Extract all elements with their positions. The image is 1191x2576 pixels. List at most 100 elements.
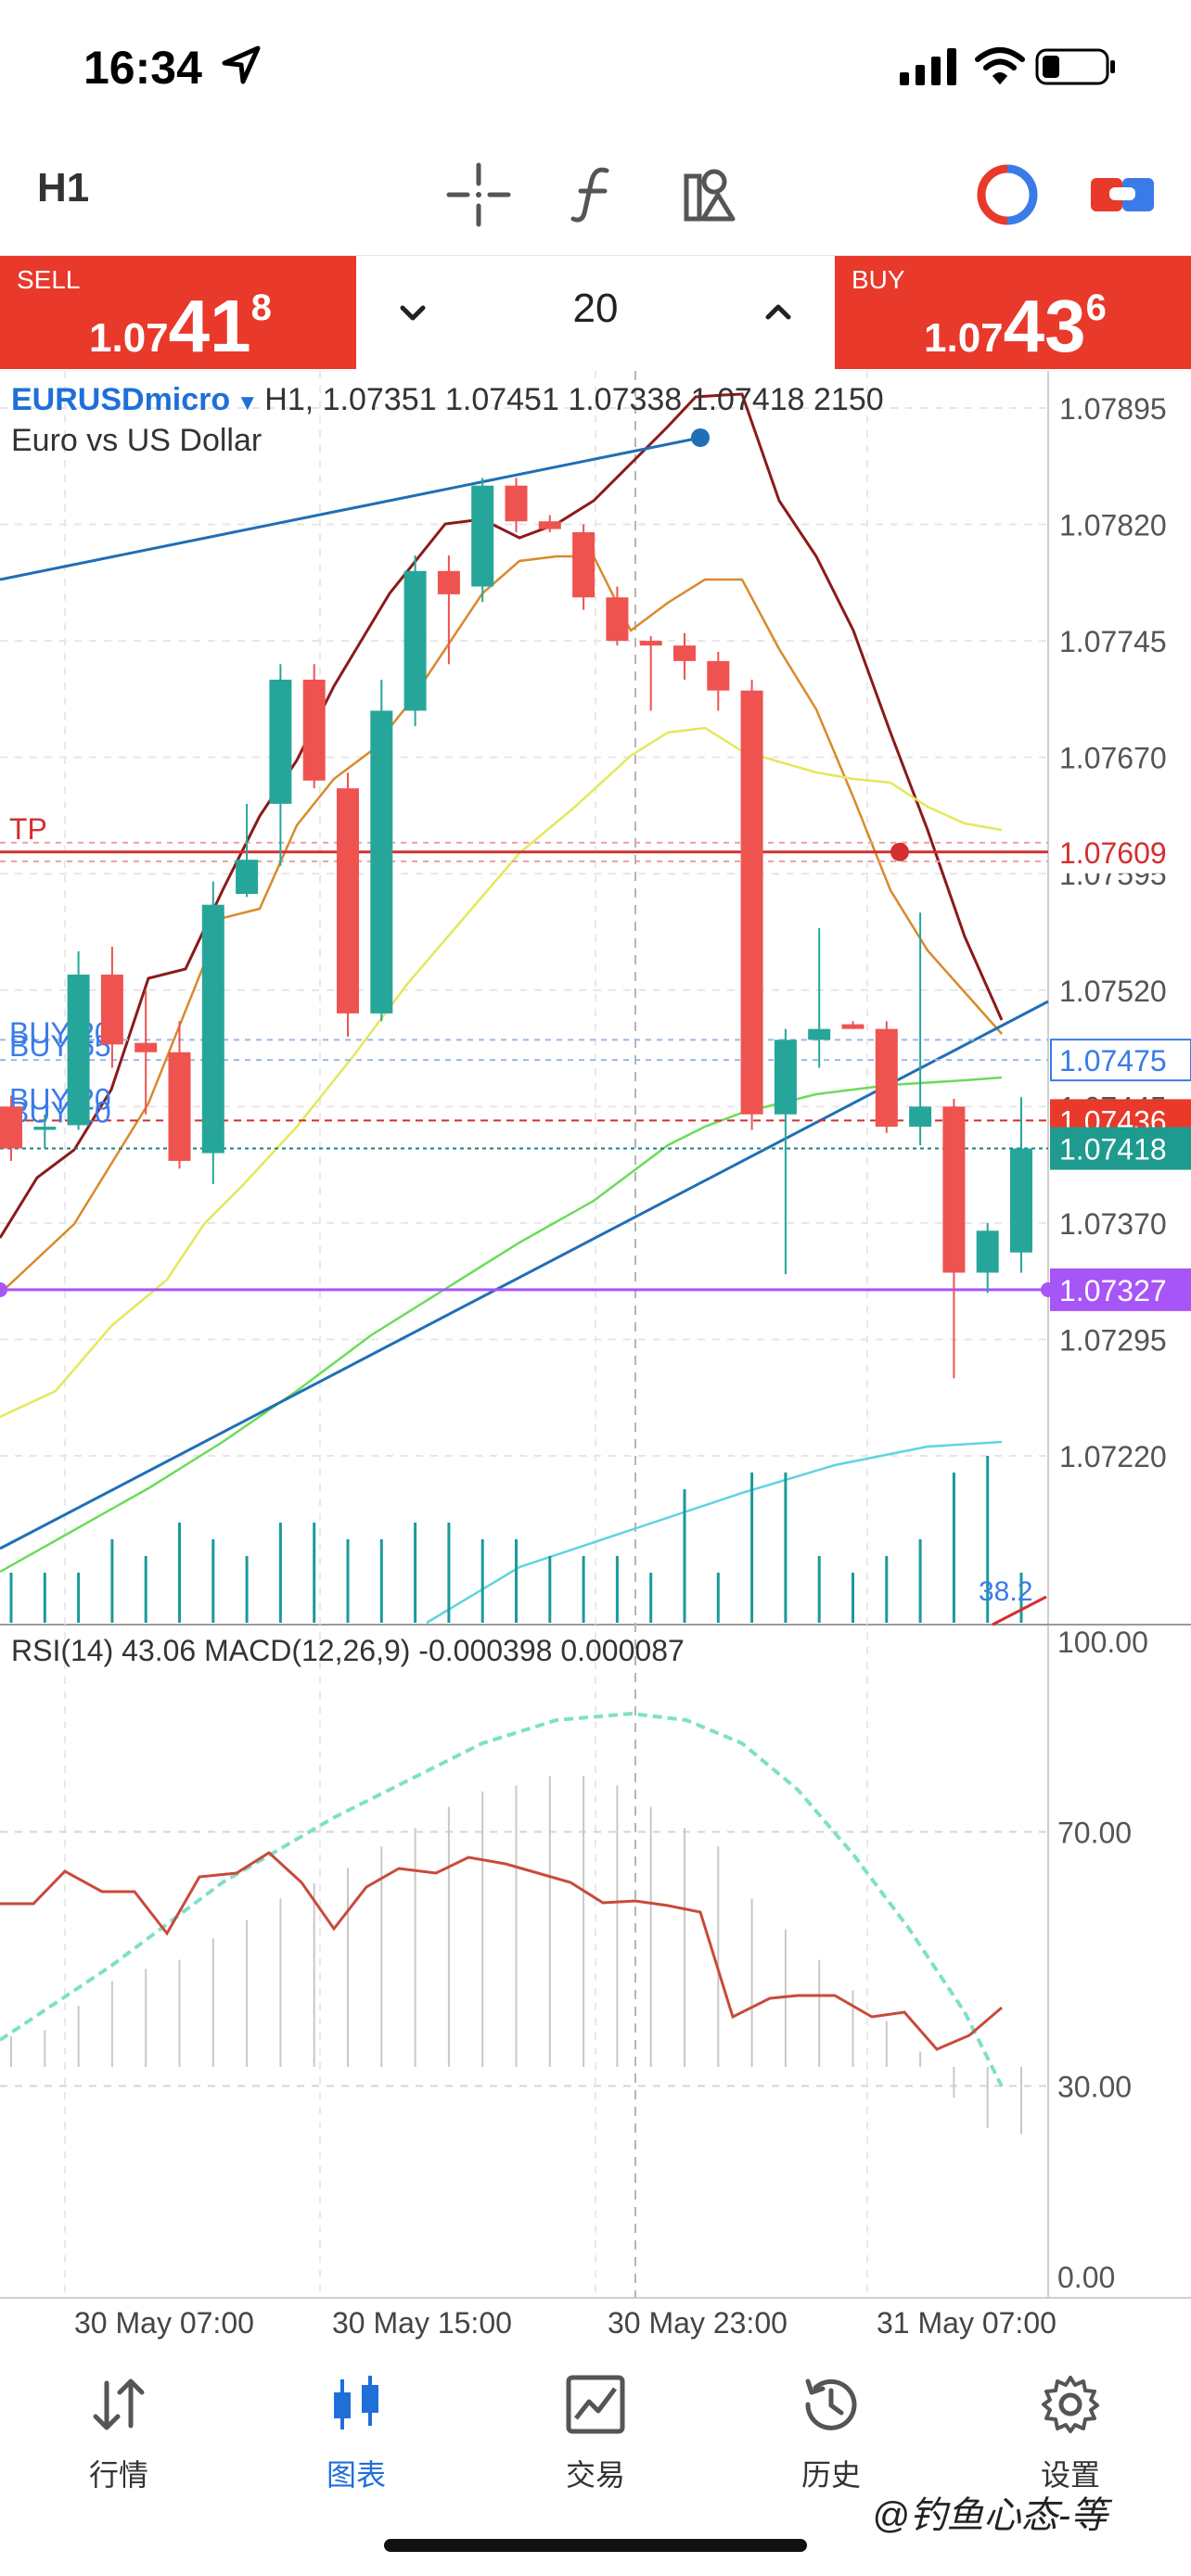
- candle-body: [33, 1127, 57, 1130]
- price-axis: 1.078951.078201.077451.076701.075951.075…: [1050, 392, 1191, 1473]
- candle-body: [505, 485, 528, 522]
- volume-trend-marker: [992, 1595, 1047, 1626]
- candle-body: [134, 1042, 158, 1052]
- candle-body: [302, 679, 326, 781]
- candle-body: [942, 1106, 966, 1273]
- function-icon[interactable]: [557, 158, 631, 232]
- wifi-icon: [975, 47, 1025, 85]
- buy-button[interactable]: BUY 1.07436: [835, 256, 1191, 369]
- nav-chart[interactable]: 图表: [273, 2363, 440, 2493]
- symbol-name[interactable]: EURUSDmicro: [11, 382, 231, 417]
- nav-chart-label: 图表: [326, 2458, 386, 2492]
- chart-legend: EURUSDmicro ▼ H1, 1.07351 1.07451 1.0733…: [11, 382, 884, 418]
- candle-body: [740, 690, 763, 1115]
- candle-body: [403, 570, 427, 711]
- ma-verylong-line: [426, 1440, 1003, 1625]
- buy-label: BUY: [852, 265, 905, 294]
- ma-medium-line: [0, 555, 1003, 1294]
- crosshair-icon[interactable]: [442, 158, 516, 232]
- symbol-description: Euro vs US Dollar: [11, 423, 263, 458]
- lot-stepper: 20: [356, 256, 835, 369]
- price-tick-label: 1.07745: [1059, 625, 1167, 658]
- ma-slow-line: [0, 726, 1003, 1419]
- nav-quotes-label: 行情: [88, 2458, 148, 2492]
- candle-body: [67, 975, 90, 1126]
- sell-button[interactable]: SELL 1.07418: [0, 256, 356, 369]
- nav-trade[interactable]: 交易: [512, 2363, 679, 2493]
- price-tick-label: 1.07520: [1059, 975, 1167, 1008]
- price-tick-label: 1.07295: [1059, 1323, 1167, 1357]
- chevron-up-icon[interactable]: [755, 289, 801, 336]
- status-time: 16:34: [83, 42, 202, 94]
- time-tick-label: 30 May 23:00: [608, 2306, 788, 2340]
- candle-body: [707, 660, 730, 691]
- one-click-trade-icon[interactable]: [1085, 158, 1159, 232]
- bottom-navigation: 行情 图表 交易 历史 设置: [0, 2346, 1191, 2504]
- nav-trade-label: 交易: [565, 2458, 625, 2492]
- volume-value-label: 38.2: [979, 1576, 1032, 1607]
- candle-body: [0, 1106, 22, 1149]
- candle-body: [370, 710, 393, 1014]
- buy-order-label-a: BUY 20: [9, 1016, 111, 1050]
- candle-body: [538, 521, 561, 529]
- location-arrow-icon: [222, 45, 261, 84]
- indicator-pane: 100.00 70.00 30.00 0.00: [0, 1626, 1148, 2294]
- price-tick-label: 1.07370: [1059, 1207, 1167, 1241]
- settings-gear-icon: [1042, 2376, 1099, 2433]
- ma-long-line: [0, 1076, 1003, 1574]
- symbol-dropdown-icon[interactable]: ▼: [230, 390, 265, 415]
- support-price-tag: 1.07327: [1059, 1274, 1167, 1307]
- lot-size-input[interactable]: 20: [572, 286, 619, 331]
- tp-order-label: TP: [9, 812, 47, 846]
- indicator-tick-label: 100.00: [1057, 1626, 1148, 1659]
- candle-body: [976, 1231, 999, 1273]
- sell-label: SELL: [17, 265, 81, 294]
- indicator-tick-label: 70.00: [1057, 1817, 1132, 1850]
- tp-price-tag-bg: [1050, 830, 1191, 874]
- status-bar: 16:34: [0, 0, 1191, 139]
- timeframe-selector[interactable]: H1: [37, 165, 90, 210]
- watermark: @钓鱼心态-等: [872, 2495, 1108, 2536]
- candle-body: [201, 904, 224, 1154]
- tp-handle: [890, 842, 909, 861]
- current-price-tag-bg: [1050, 1127, 1191, 1170]
- moving-averages: [0, 392, 1004, 1625]
- candle-body: [774, 1039, 797, 1115]
- candle-body: [572, 531, 596, 598]
- home-indicator: [384, 2539, 807, 2552]
- chart-toolbar: H1: [0, 139, 1191, 257]
- trendline-upper: [0, 436, 701, 581]
- candle-body: [606, 597, 629, 642]
- rsi-line: [0, 1851, 1003, 2051]
- trade-mode-icon[interactable]: [970, 158, 1044, 232]
- nav-settings-label: 设置: [1040, 2458, 1100, 2492]
- current-price-tag: 1.07418: [1059, 1133, 1167, 1167]
- candle-body: [471, 485, 494, 587]
- buy-order-label-b: BUY 55: [9, 1029, 111, 1063]
- buy-price: 1.07436: [924, 284, 1107, 369]
- objects-icon[interactable]: [672, 158, 746, 232]
- nav-settings[interactable]: 设置: [987, 2363, 1154, 2493]
- candle-body: [841, 1024, 864, 1029]
- time-tick-label: 31 May 07:00: [877, 2306, 1057, 2340]
- history-clock-icon: [805, 2378, 857, 2430]
- candle-body: [236, 860, 259, 894]
- candle-body: [639, 641, 662, 646]
- sell-price-sup: 8: [250, 287, 272, 328]
- sell-price-prefix: 1.07: [89, 315, 169, 361]
- candle-body: [437, 570, 460, 594]
- one-click-trade-panel: SELL 1.07418 20 BUY 1.07436: [0, 256, 1191, 369]
- nav-history-label: 历史: [800, 2458, 861, 2492]
- chevron-down-icon[interactable]: [390, 289, 436, 336]
- nav-history[interactable]: 历史: [748, 2363, 915, 2493]
- price-tick-label: 1.07895: [1059, 392, 1167, 426]
- trendline-handle: [691, 428, 710, 447]
- nav-quotes[interactable]: 行情: [35, 2363, 202, 2493]
- ma-fast-line: [0, 392, 1004, 1239]
- buy-price-prefix: 1.07: [924, 315, 1004, 361]
- battery-icon: [1035, 48, 1115, 85]
- buy-price-tag: 1.07475: [1059, 1044, 1167, 1078]
- candle-body: [168, 1052, 191, 1161]
